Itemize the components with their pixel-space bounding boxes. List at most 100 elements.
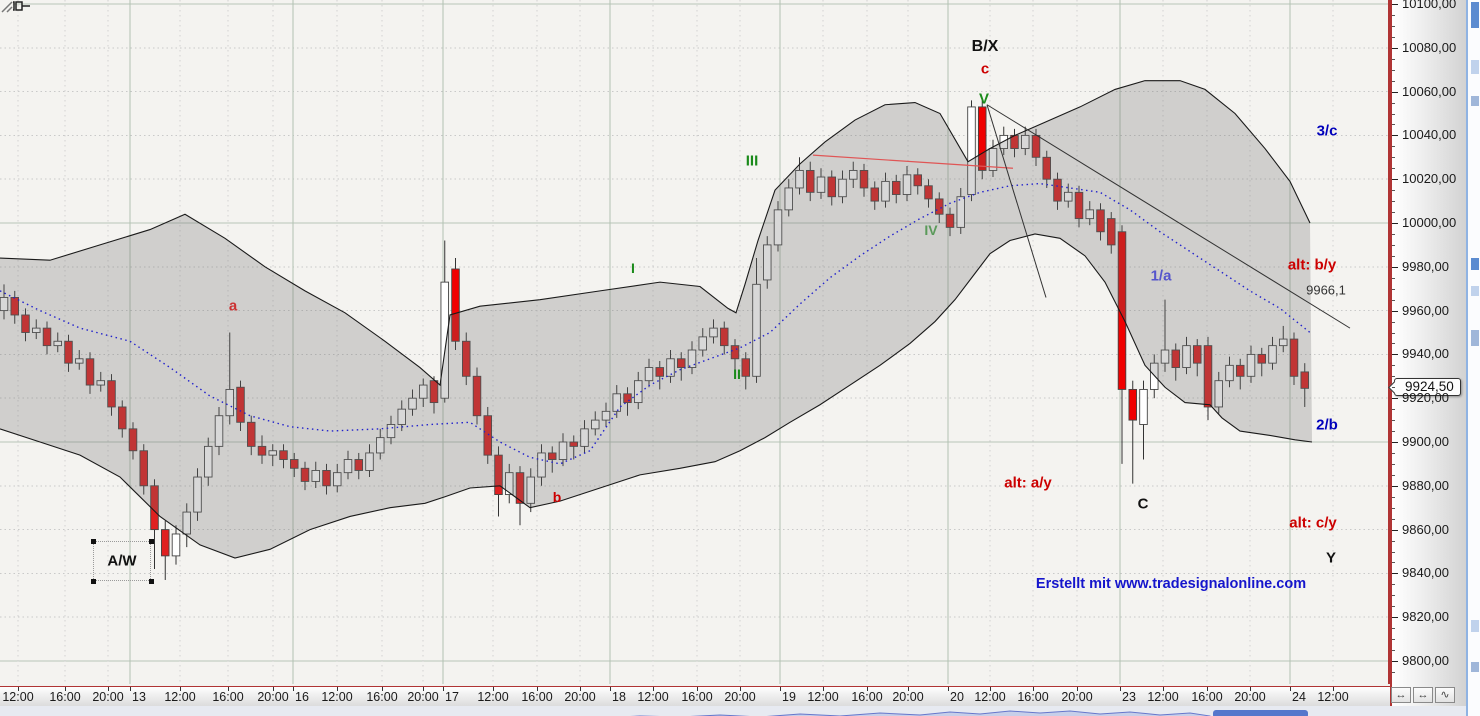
- candle-up[interactable]: [795, 169, 804, 189]
- candle-up[interactable]: [333, 472, 342, 487]
- candle-down[interactable]: [85, 358, 95, 386]
- price-axis[interactable]: 9924,50 10100,00 10080,00 10060,00 10040,00…: [1390, 0, 1466, 706]
- candle-down[interactable]: [741, 358, 751, 377]
- candle-up[interactable]: [1225, 364, 1234, 382]
- wave-label-ii[interactable]: II: [733, 366, 741, 382]
- candle-up[interactable]: [408, 397, 417, 410]
- candle-down[interactable]: [720, 327, 729, 347]
- scale-auto-icon[interactable]: ∿: [1435, 687, 1455, 703]
- candle-up[interactable]: [343, 459, 353, 474]
- candle-up[interactable]: [580, 428, 589, 447]
- candle-up[interactable]: [32, 327, 41, 333]
- candle-down[interactable]: [515, 472, 525, 504]
- candle-up[interactable]: [182, 511, 191, 535]
- candle-up[interactable]: [1139, 388, 1148, 425]
- candle-up[interactable]: [644, 367, 654, 382]
- candle-down[interactable]: [730, 345, 740, 360]
- last-price-tag[interactable]: 9924,50: [1394, 378, 1461, 397]
- candle-down[interactable]: [1203, 345, 1213, 408]
- candle-down[interactable]: [483, 415, 493, 456]
- candle-down[interactable]: [42, 327, 52, 347]
- wave-label-aw[interactable]: A/W: [107, 552, 137, 570]
- wave-label-b[interactable]: b: [552, 489, 562, 505]
- candle-up[interactable]: [397, 408, 407, 425]
- candle-down[interactable]: [107, 380, 116, 408]
- candle-down[interactable]: [1042, 156, 1051, 180]
- wave-label-3c[interactable]: 3/c: [1316, 122, 1338, 140]
- candle-down[interactable]: [1235, 364, 1245, 377]
- candle-down[interactable]: [892, 180, 901, 195]
- chart-plot-area[interactable]: B/X c V III I II IV a b A/W C 1/a 3/c alt: b/y 9966,1 2…: [0, 0, 1390, 684]
- bottom-navigator[interactable]: [0, 706, 1466, 716]
- candle-up[interactable]: [784, 187, 794, 211]
- candle-down[interactable]: [236, 386, 245, 423]
- candle-down[interactable]: [462, 340, 471, 377]
- candle-up[interactable]: [881, 180, 890, 202]
- wave-label-2b[interactable]: 2/b: [1316, 416, 1338, 434]
- candle-up[interactable]: [612, 393, 622, 412]
- candle-up[interactable]: [849, 169, 858, 180]
- candle-down[interactable]: [1171, 349, 1180, 368]
- candle-up[interactable]: [687, 349, 697, 368]
- candle-up[interactable]: [376, 437, 385, 454]
- docked-panel-edge[interactable]: [1466, 0, 1480, 716]
- candle-up[interactable]: [1182, 345, 1191, 368]
- candle-up[interactable]: [440, 281, 450, 399]
- black-wedge-line[interactable]: [986, 104, 1047, 298]
- candle-down[interactable]: [472, 375, 482, 417]
- candle-up[interactable]: [666, 358, 675, 377]
- candle-down[interactable]: [569, 441, 579, 447]
- candle-up[interactable]: [838, 178, 847, 198]
- navigator-range-bar[interactable]: [1213, 710, 1308, 716]
- candle-up[interactable]: [967, 106, 976, 195]
- scale-expand-icon[interactable]: ↔: [1413, 687, 1433, 703]
- candle-down[interactable]: [300, 467, 310, 482]
- candle-up[interactable]: [203, 445, 213, 478]
- candle-down[interactable]: [322, 470, 331, 487]
- candle-up[interactable]: [1268, 345, 1277, 364]
- candle-up[interactable]: [1278, 338, 1288, 347]
- wave-label-i[interactable]: I: [631, 260, 635, 276]
- candle-up[interactable]: [96, 380, 105, 386]
- candle-down[interactable]: [655, 367, 665, 377]
- candle-down[interactable]: [1117, 231, 1127, 390]
- wave-label-y[interactable]: Y: [1325, 549, 1337, 567]
- candle-up[interactable]: [526, 476, 536, 504]
- candle-up[interactable]: [763, 244, 772, 281]
- candle-up[interactable]: [365, 452, 374, 471]
- candle-up[interactable]: [505, 472, 514, 496]
- candle-down[interactable]: [429, 380, 439, 404]
- candle-up[interactable]: [193, 476, 202, 513]
- candle-down[interactable]: [290, 459, 299, 469]
- candle-down[interactable]: [945, 213, 955, 228]
- candle-up[interactable]: [171, 533, 181, 557]
- candle-up[interactable]: [752, 283, 761, 377]
- candle-up[interactable]: [1160, 349, 1170, 364]
- candle-up[interactable]: [225, 388, 234, 417]
- candle-down[interactable]: [827, 176, 837, 198]
- candle-down[interactable]: [1053, 178, 1062, 202]
- candle-down[interactable]: [246, 421, 256, 447]
- candle-up[interactable]: [902, 174, 912, 195]
- candle-down[interactable]: [1096, 209, 1105, 233]
- candle-down[interactable]: [64, 340, 73, 364]
- candle-down[interactable]: [1192, 345, 1202, 364]
- candle-up[interactable]: [1149, 362, 1159, 390]
- candle-down[interactable]: [913, 174, 923, 187]
- candle-up[interactable]: [709, 327, 718, 338]
- candle-up[interactable]: [558, 441, 568, 460]
- trendline-value-label[interactable]: 9966,1: [1306, 282, 1346, 298]
- candle-down[interactable]: [935, 198, 944, 215]
- red-resistance-line[interactable]: [812, 154, 1014, 169]
- candle-down[interactable]: [1257, 353, 1266, 364]
- candle-up[interactable]: [537, 452, 546, 478]
- candle-up[interactable]: [1021, 134, 1030, 149]
- candle-up[interactable]: [634, 380, 643, 404]
- candle-down[interactable]: [548, 452, 557, 460]
- candle-up[interactable]: [773, 209, 783, 246]
- wave-label-iii[interactable]: III: [745, 152, 759, 170]
- wave-label-iv[interactable]: IV: [924, 222, 938, 238]
- candle-down[interactable]: [870, 187, 880, 202]
- candlestick-chart[interactable]: [0, 0, 1390, 684]
- alt-label-by[interactable]: alt: b/y: [1287, 256, 1337, 274]
